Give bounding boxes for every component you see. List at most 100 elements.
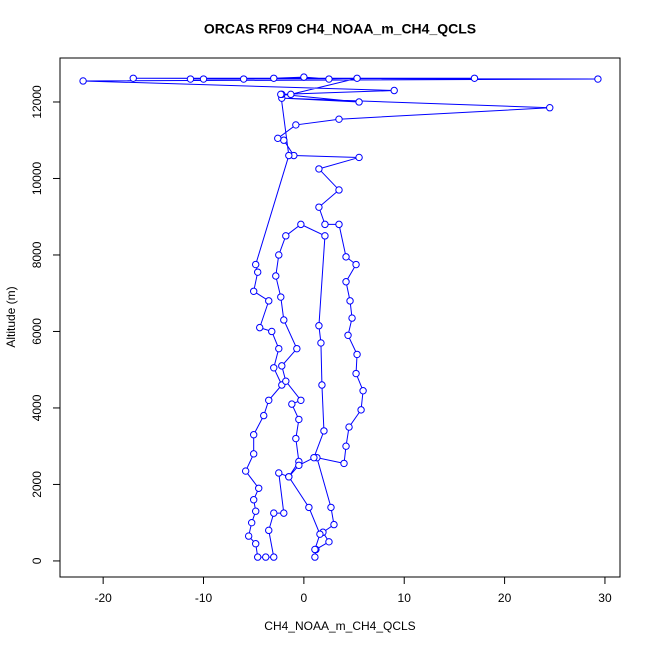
data-point [311, 553, 319, 561]
data-point [346, 297, 354, 305]
data-point [342, 442, 350, 450]
data-point [305, 503, 313, 512]
data-point [272, 272, 280, 280]
data-point [268, 327, 276, 336]
data-point [254, 268, 262, 276]
data-point [265, 396, 273, 405]
data-point [357, 406, 365, 414]
data-point [335, 220, 343, 229]
data-point [278, 362, 286, 370]
data-point [293, 344, 301, 353]
y-tick-label: 2000 [30, 471, 44, 498]
data-point [274, 134, 282, 143]
plot-frame [59, 57, 621, 578]
data-point [352, 369, 360, 378]
data-point [199, 75, 208, 83]
data-point [335, 115, 343, 123]
data-point [315, 165, 323, 173]
data-point [297, 396, 305, 405]
y-tick-label: 12000 [30, 85, 44, 119]
x-tick-label: 30 [598, 591, 612, 605]
y-tick-label: 8000 [30, 241, 44, 268]
x-tick-label: 10 [398, 591, 412, 605]
data-point [335, 186, 343, 194]
data-point [277, 90, 285, 99]
data-point [594, 75, 602, 83]
data-point [342, 278, 350, 286]
data-point [249, 431, 258, 439]
data-point [186, 75, 195, 83]
data-point [315, 322, 323, 330]
data-point [129, 74, 137, 82]
data-point [353, 74, 361, 82]
data-point [275, 344, 283, 353]
data-point [249, 287, 258, 296]
data-point [282, 232, 290, 240]
y-tick-label: 10000 [30, 161, 44, 195]
data-point [251, 260, 260, 269]
data-point [295, 461, 303, 470]
data-point [270, 74, 278, 82]
data-point [320, 427, 328, 435]
data-point [270, 364, 278, 372]
data-point [390, 86, 398, 95]
y-tick-label: 4000 [30, 394, 44, 421]
data-point [355, 98, 363, 106]
data-point [280, 136, 288, 144]
data-point [546, 104, 554, 112]
data-point [321, 232, 329, 240]
data-point [316, 530, 324, 538]
data-point [251, 507, 260, 515]
data-point [255, 484, 263, 492]
x-tick-label: -20 [94, 591, 112, 605]
data-point [275, 469, 283, 477]
data-point [249, 450, 258, 458]
data-point [254, 553, 262, 561]
data-point [249, 496, 258, 504]
chart-title: ORCAS RF09 CH4_NOAA_m_CH4_QCLS [204, 21, 476, 37]
data-point [321, 220, 329, 229]
data-point [325, 75, 333, 83]
data-point [352, 260, 360, 269]
data-point [280, 509, 288, 517]
data-point [340, 459, 348, 468]
data-point [251, 540, 260, 548]
x-tick-label: 0 [301, 591, 308, 605]
x-tick-label: -10 [195, 591, 213, 605]
data-point [292, 434, 300, 443]
data-point [292, 121, 300, 129]
data-point [265, 526, 273, 535]
data-point [275, 251, 283, 259]
data-point [295, 415, 303, 424]
data-point [241, 467, 250, 475]
data-point [285, 151, 293, 160]
data-point [310, 453, 318, 462]
data-point [359, 387, 367, 395]
data-point [317, 339, 325, 347]
data-point [270, 509, 278, 517]
data-point [282, 377, 290, 385]
x-tick-label: 20 [498, 591, 512, 605]
y-tick-label: 6000 [30, 318, 44, 345]
data-point [79, 77, 87, 85]
data-point [244, 532, 253, 540]
data-point [345, 423, 353, 431]
data-point [285, 473, 293, 481]
data-point [344, 331, 352, 339]
data-point [239, 75, 248, 83]
data-point [355, 153, 363, 162]
data-point [280, 316, 288, 324]
data-point [325, 538, 333, 546]
data-point [470, 74, 479, 82]
data-point [247, 518, 256, 527]
data-point [311, 545, 319, 554]
data-point [277, 293, 285, 301]
data-point [342, 253, 350, 261]
data-point [262, 553, 270, 561]
data-point [348, 314, 356, 322]
data-point [265, 297, 273, 305]
data-point [260, 411, 268, 420]
data-point [300, 73, 308, 81]
data-point [327, 503, 335, 512]
